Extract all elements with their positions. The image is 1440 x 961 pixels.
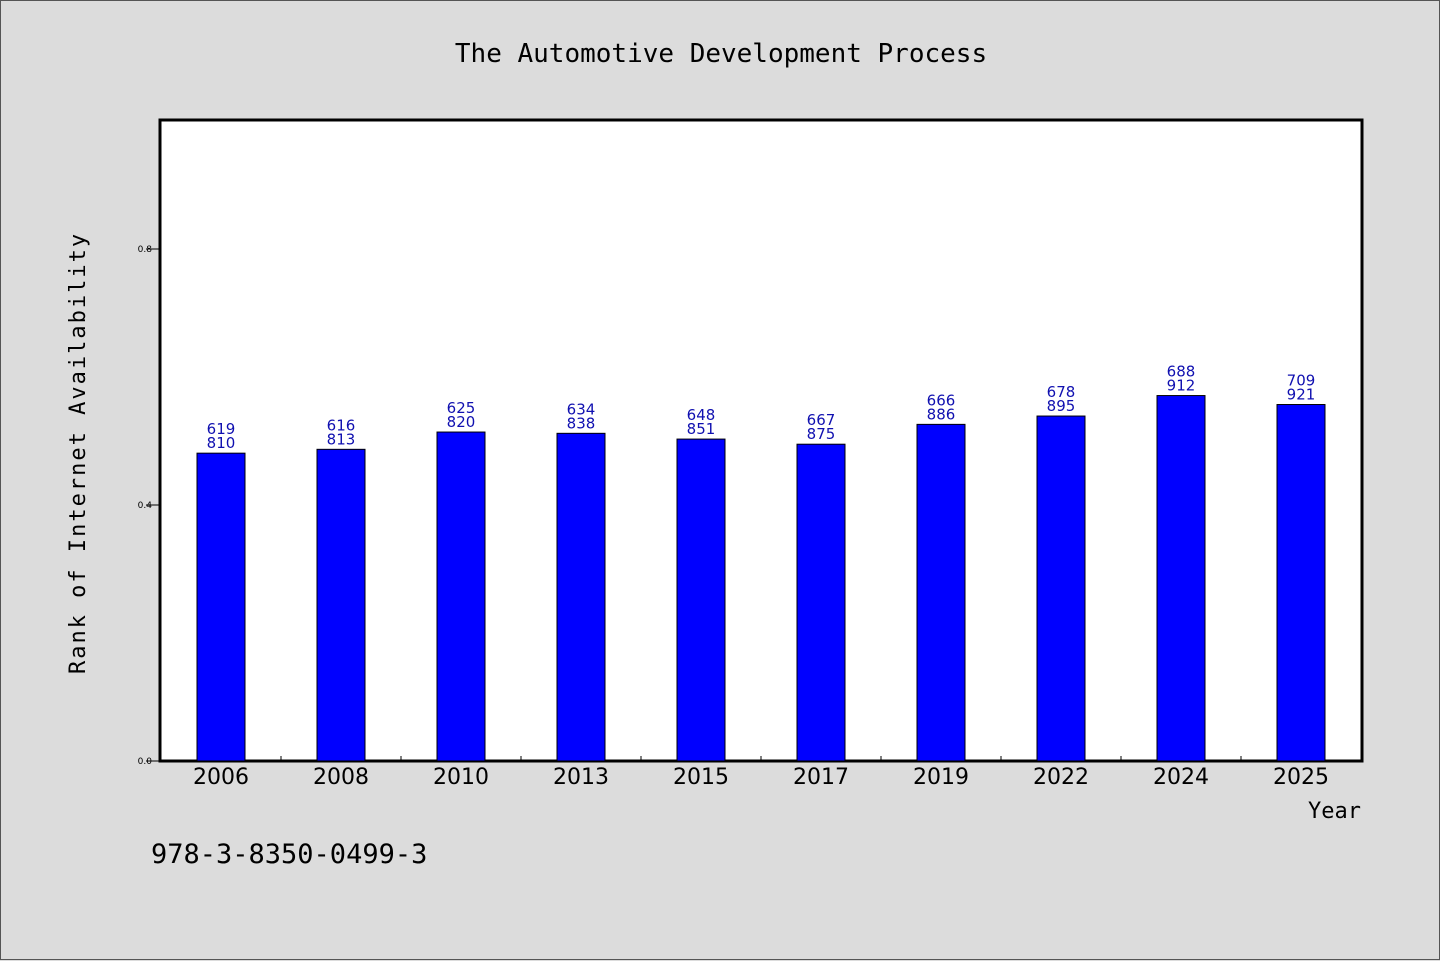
x-tick-label-2017: 2017	[793, 765, 849, 790]
bar-2017	[796, 443, 846, 762]
data-label-2006-2: 810	[207, 434, 236, 452]
bar-2013	[556, 432, 606, 762]
data-label-2008-2: 813	[327, 430, 356, 448]
y-axis-label: Rank of Internet Availability	[66, 232, 91, 674]
data-label-2025-2: 921	[1287, 386, 1316, 404]
x-tick-label-2022: 2022	[1033, 765, 1089, 790]
data-label-2024-2: 912	[1167, 377, 1196, 395]
bar-2024	[1156, 395, 1206, 762]
data-label-2019-1: 666	[927, 391, 956, 409]
data-label-2025-1: 709	[1287, 372, 1316, 390]
data-label-2006-1: 619	[207, 420, 236, 438]
y-tick-label: 0.0	[138, 757, 153, 767]
bar-2010	[436, 431, 486, 762]
footnote-isbn: 978-3-8350-0499-3	[151, 839, 427, 870]
x-tick-label-2010: 2010	[433, 765, 489, 790]
bar-2008	[316, 448, 366, 762]
data-label-2015-2: 851	[687, 420, 716, 438]
data-label-2013-2: 838	[567, 414, 596, 432]
x-tick-label-2008: 2008	[313, 765, 369, 790]
y-tick-label: 0.8	[138, 245, 153, 255]
data-label-2024-1: 688	[1167, 363, 1196, 381]
x-tick-label-2015: 2015	[673, 765, 729, 790]
data-label-2022-1: 678	[1047, 383, 1076, 401]
data-label-2010-2: 820	[447, 413, 476, 431]
x-tick-label-2019: 2019	[913, 765, 969, 790]
data-label-2015-1: 648	[687, 406, 716, 424]
bar-2019	[916, 423, 966, 762]
chart-title: The Automotive Development Process	[455, 39, 987, 69]
x-axis: 2006 2008 2010 2013 2015 2017 2019 2022 2024 2025	[193, 756, 1329, 790]
data-label-2019-2: 886	[927, 405, 956, 423]
x-tick-label-2025: 2025	[1273, 765, 1329, 790]
data-label-2013-1: 634	[567, 400, 596, 418]
y-tick-label: 0.4	[138, 501, 153, 511]
x-tick-label-2006: 2006	[193, 765, 249, 790]
data-label-2017-1: 667	[807, 411, 836, 429]
data-label-2022-2: 895	[1047, 397, 1076, 415]
data-label-2008-1: 616	[327, 416, 356, 434]
data-label-2010-1: 625	[447, 399, 476, 417]
bar-2022	[1036, 415, 1086, 762]
y-axis: 0.0 0.4 0.8	[138, 245, 161, 767]
bar-2006	[196, 452, 246, 762]
x-axis-label: Year	[1308, 799, 1361, 824]
x-tick-label-2013: 2013	[553, 765, 609, 790]
data-label-2017-2: 875	[807, 425, 836, 443]
bar-2025	[1276, 404, 1326, 762]
x-tick-label-2024: 2024	[1153, 765, 1209, 790]
bar-2015	[676, 438, 726, 762]
